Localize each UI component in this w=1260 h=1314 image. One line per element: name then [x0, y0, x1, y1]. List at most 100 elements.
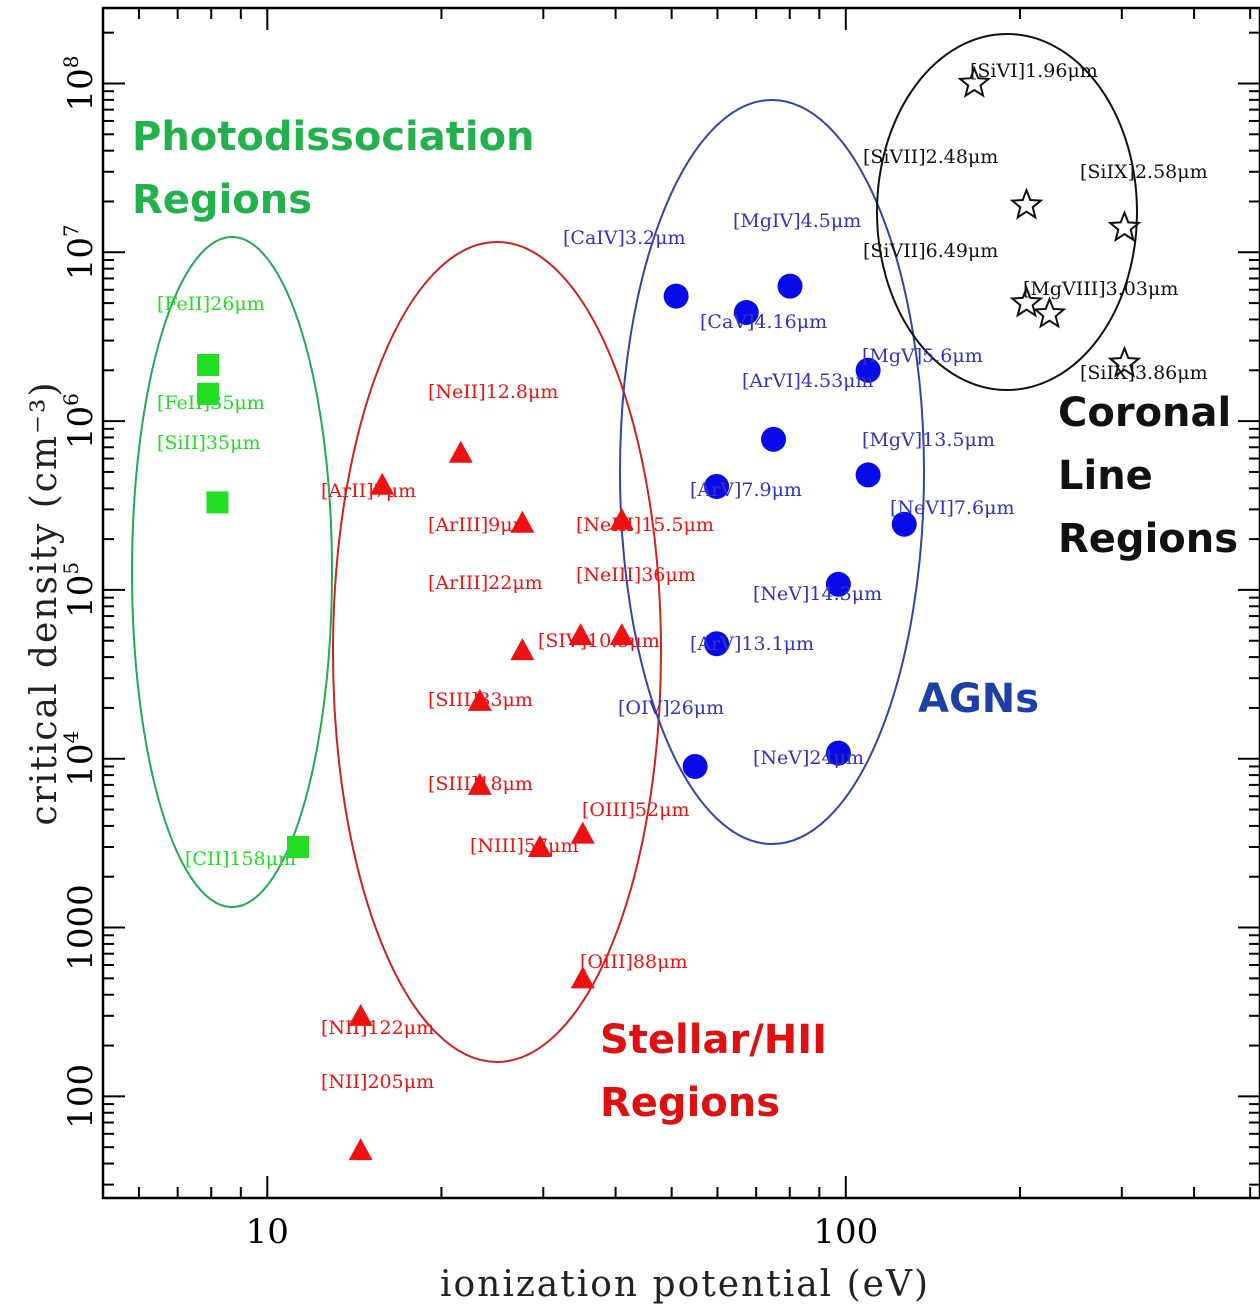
agn-marker — [825, 571, 851, 597]
point-label: [FeII]26μm — [157, 293, 265, 315]
y-tick-exponent: 5 — [59, 562, 83, 575]
region-label: Photodissociation — [132, 114, 535, 160]
point-label: [CII]158μm — [185, 848, 296, 870]
point-label: [CaV]4.16μm — [700, 311, 827, 333]
point-label: [NeV]24μm — [753, 747, 864, 769]
region-label: Regions — [132, 177, 312, 223]
stellar-marker — [568, 623, 593, 646]
stellar-marker — [570, 966, 595, 989]
point-label: [SiVII]6.49μm — [863, 240, 998, 262]
pdr-ellipse — [131, 236, 333, 908]
agn-marker — [855, 462, 881, 488]
region-label: Line — [1058, 453, 1153, 499]
region-label: Regions — [600, 1080, 780, 1126]
pdr-marker — [206, 491, 229, 514]
pdr-marker — [197, 382, 220, 405]
pdr-marker — [286, 836, 309, 859]
region-label: Regions — [1058, 516, 1238, 562]
agn-ellipse — [619, 99, 925, 845]
point-label: [OIV]26μm — [618, 697, 724, 719]
y-tick-exponent: 7 — [59, 224, 83, 237]
agn-marker — [777, 273, 803, 299]
stellar-marker — [527, 835, 552, 858]
point-label: [NeIII]36μm — [576, 564, 696, 586]
point-label: [MgIV]4.5μm — [733, 210, 861, 232]
point-label: [MgV]13.5μm — [862, 429, 995, 451]
coronal-marker — [957, 65, 992, 98]
region-labels: Photodissociation Regions Stellar/HII Regio… — [132, 114, 1238, 1126]
point-label: [ArIII]22μm — [428, 572, 543, 594]
agn-marker — [704, 473, 730, 499]
agn-marker — [704, 631, 730, 657]
y-tick-label: 106 — [59, 393, 101, 449]
stellar-ellipse — [332, 241, 662, 1063]
point-label: [SiIX]2.58μm — [1080, 161, 1208, 183]
stellar-marker — [348, 1138, 373, 1161]
y-tick-label: 100 — [61, 1064, 101, 1129]
y-axis-title: critical density (cm⁻³) — [24, 380, 65, 825]
stellar-marker — [370, 472, 395, 495]
pdr-marker — [197, 353, 220, 376]
agn-marker — [682, 753, 708, 779]
point-label: [OIII]52μm — [582, 799, 689, 821]
stellar-marker — [609, 507, 634, 530]
stellar-marker — [510, 638, 535, 661]
point-label: [NII]205μm — [321, 1071, 434, 1093]
x-axis-title: ionization potential (eV) — [440, 1264, 930, 1305]
y-tick-label: 105 — [59, 562, 101, 618]
region-label: AGNs — [918, 676, 1039, 722]
point-label: [ArII]7μm — [321, 480, 416, 502]
coronal-marker — [1032, 296, 1067, 329]
agn-marker — [891, 511, 917, 537]
point-label: [ArVI]4.53μm — [742, 370, 874, 392]
point-label: [MgV]5.6μm — [862, 345, 983, 367]
stellar-marker — [448, 440, 473, 463]
point-label: [NeVI]7.6μm — [890, 497, 1015, 519]
point-label: [SiIX]3.86μm — [1080, 362, 1208, 384]
stellar-marker — [467, 772, 492, 795]
point-label: [SiII]35μm — [157, 432, 260, 454]
point-label: [NII]122μm — [321, 1017, 434, 1039]
point-label: [SiVI]1.96μm — [970, 60, 1098, 82]
region-label: Coronal — [1058, 390, 1231, 436]
point-label: [NIII]57μm — [470, 835, 579, 857]
point-label: [ArV]7.9μm — [690, 479, 802, 501]
axis-ticks: 10 100 100 1000 104 105 106 107 108 — [59, 8, 1260, 1252]
y-tick-exponent: 8 — [59, 55, 83, 68]
region-ellipses — [131, 33, 1138, 1063]
coronal-marker — [1009, 187, 1044, 220]
coronal-marker — [1009, 285, 1044, 318]
point-labels: [FeII]26μm [FeII]35μm [SiII]35μm [CII]158μm… — [157, 60, 1208, 1093]
point-label: [NeII]12.8μm — [428, 381, 558, 403]
coronal-ellipse — [876, 33, 1138, 391]
agn-marker — [855, 357, 881, 383]
coronal-marker — [1107, 345, 1142, 378]
stellar-marker — [570, 821, 595, 844]
y-tick-label: 104 — [59, 731, 101, 787]
agn-marker — [825, 740, 851, 766]
point-label: [CaIV]3.2μm — [563, 227, 686, 249]
agn-marker — [761, 426, 787, 452]
point-label: [SIII]33μm — [428, 689, 533, 711]
plot-frame — [101, 6, 1260, 1200]
point-label: [SiVII]2.48μm — [863, 146, 998, 168]
point-label: [ArIII]9μm — [428, 514, 531, 536]
point-label: [SIII]18μm — [428, 773, 533, 795]
coronal-marker — [1107, 209, 1142, 243]
point-label: [OIII]88μm — [580, 951, 687, 973]
point-label: [ArV]13.1μm — [690, 633, 814, 655]
stellar-marker — [467, 688, 492, 711]
y-tick-exponent: 6 — [59, 393, 83, 406]
stellar-marker — [510, 510, 535, 533]
x-tick-label: 100 — [813, 1212, 878, 1252]
point-label: [SIV]10.5μm — [538, 630, 660, 652]
point-label: [MgVIII]3.03μm — [1023, 278, 1178, 300]
agn-marker — [663, 283, 689, 309]
stellar-marker — [609, 623, 634, 646]
region-label: Stellar/HII — [600, 1017, 827, 1063]
y-tick-exponent: 4 — [59, 731, 83, 744]
stellar-marker — [348, 1003, 373, 1026]
y-tick-label: 1000 — [61, 884, 101, 971]
data-markers — [197, 65, 1142, 1161]
